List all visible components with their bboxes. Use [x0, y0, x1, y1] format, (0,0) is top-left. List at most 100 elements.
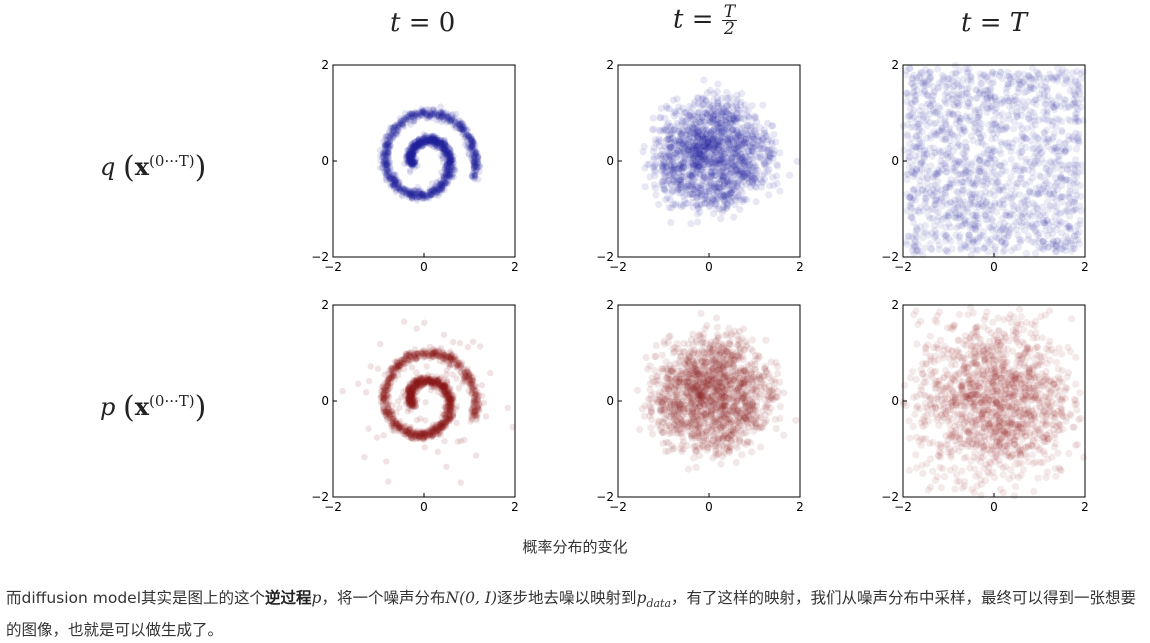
- scatter-point: [438, 113, 444, 119]
- scatter-point: [927, 240, 934, 247]
- scatter-point: [1071, 99, 1078, 106]
- scatter-point: [717, 215, 724, 222]
- scatter-point: [700, 77, 707, 84]
- scatter-point: [916, 132, 923, 139]
- scatter-point: [702, 192, 709, 199]
- scatter-point: [1044, 75, 1051, 82]
- scatter-point: [996, 126, 1003, 133]
- scatter-point: [444, 167, 450, 173]
- scatter-point: [1019, 98, 1026, 105]
- scatter-point: [475, 160, 481, 166]
- scatter-point: [453, 420, 459, 426]
- scatter-point: [1077, 217, 1084, 224]
- scatter-point: [992, 175, 999, 182]
- scatter-point: [976, 157, 983, 164]
- scatter-point: [723, 174, 730, 181]
- scatter-point: [955, 92, 962, 99]
- scatter-point: [935, 84, 942, 91]
- scatter-point: [962, 244, 969, 251]
- scatter-point: [965, 66, 972, 73]
- scatter-point: [416, 194, 422, 200]
- scatter-point: [973, 246, 980, 253]
- scatter-point: [430, 188, 436, 194]
- scatter-point: [924, 122, 931, 129]
- scatter-point: [1004, 81, 1011, 88]
- scatter-point: [1072, 77, 1079, 84]
- scatter-point: [1053, 180, 1060, 187]
- scatter-point: [1001, 242, 1008, 249]
- scatter-point: [390, 127, 396, 133]
- scatter-point: [904, 171, 911, 178]
- scatter-point: [374, 434, 380, 440]
- scatter-point: [906, 233, 913, 240]
- scatter-point: [776, 149, 783, 156]
- scatter-point: [903, 241, 910, 248]
- scatter-point: [987, 93, 994, 100]
- scatter-point: [1076, 240, 1083, 247]
- scatter-point: [718, 167, 725, 174]
- scatter-point: [964, 77, 971, 84]
- scatter-point: [675, 185, 682, 192]
- scatter-point: [1023, 250, 1030, 257]
- scatter-point: [1025, 115, 1032, 122]
- scatter-point: [1010, 125, 1017, 132]
- scatter-point: [967, 169, 974, 176]
- scatter-point: [719, 134, 726, 141]
- scatter-point: [737, 186, 744, 193]
- scatter-point: [694, 94, 701, 101]
- y-tick-label: 2: [891, 58, 899, 72]
- scatter-point: [979, 140, 986, 147]
- y-tick-label: 0: [606, 154, 614, 168]
- scatter-point: [973, 86, 980, 93]
- scatter-point: [469, 152, 475, 158]
- scatter-point: [718, 95, 725, 102]
- scatter-point: [1075, 118, 1082, 125]
- scatter-point: [380, 432, 386, 438]
- scatter-point: [731, 131, 738, 138]
- scatter-point: [1041, 130, 1048, 137]
- scatter-point: [1029, 213, 1036, 220]
- scatter-point: [1015, 149, 1022, 156]
- scatter-point: [942, 114, 949, 121]
- scatter-point: [905, 92, 912, 99]
- scatter-point: [997, 69, 1004, 76]
- scatter-point: [365, 426, 371, 432]
- scatter-point: [1011, 162, 1018, 169]
- scatter-point: [438, 103, 444, 109]
- scatter-point: [942, 192, 949, 199]
- scatter-point: [728, 193, 735, 200]
- scatter-point: [749, 133, 756, 140]
- scatter-point: [384, 162, 390, 168]
- row-label-p: p (x(0···T)): [100, 390, 206, 425]
- scatter-point: [969, 239, 976, 246]
- scatter-point: [1042, 84, 1049, 91]
- scatter-point: [765, 191, 772, 198]
- scatter-point: [1073, 192, 1080, 199]
- scatter-point: [650, 126, 657, 133]
- scatter-point: [729, 103, 736, 110]
- scatter-point: [714, 81, 721, 88]
- scatter-point: [906, 194, 913, 201]
- scatter-point: [733, 157, 740, 164]
- scatter-point: [1016, 70, 1023, 77]
- scatter-point: [667, 219, 674, 226]
- scatter-point: [1000, 226, 1007, 233]
- scatter-point: [923, 195, 930, 202]
- scatter-point: [936, 147, 943, 154]
- scatter-point: [770, 182, 777, 189]
- scatter-point: [971, 191, 978, 198]
- scatter-point: [974, 106, 981, 113]
- scatter-point: [1062, 220, 1069, 227]
- x-tick-label: 0: [705, 260, 713, 274]
- scatter-point: [675, 178, 682, 185]
- scatter-point: [977, 74, 984, 81]
- scatter-point: [1071, 180, 1078, 187]
- scatter-points: [639, 77, 800, 228]
- x-tick-label: 0: [420, 260, 428, 274]
- scatter-point: [709, 174, 716, 181]
- scatter-point: [385, 149, 391, 155]
- scatter-point: [433, 108, 439, 114]
- scatter-point: [1034, 134, 1041, 141]
- scatter-point: [1037, 144, 1044, 151]
